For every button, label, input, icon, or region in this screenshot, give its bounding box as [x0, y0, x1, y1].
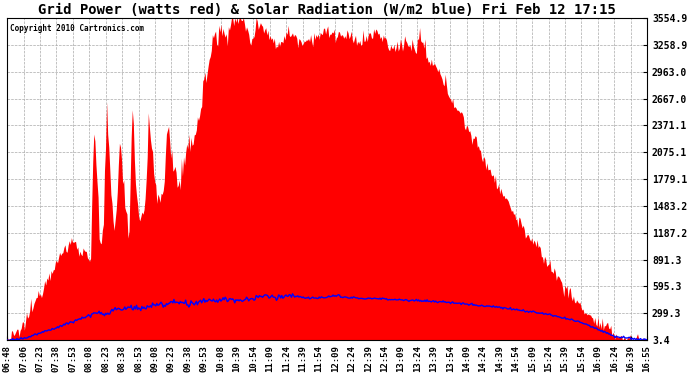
Title: Grid Power (watts red) & Solar Radiation (W/m2 blue) Fri Feb 12 17:15: Grid Power (watts red) & Solar Radiation… — [38, 3, 616, 17]
Text: Copyright 2010 Cartronics.com: Copyright 2010 Cartronics.com — [10, 24, 145, 33]
